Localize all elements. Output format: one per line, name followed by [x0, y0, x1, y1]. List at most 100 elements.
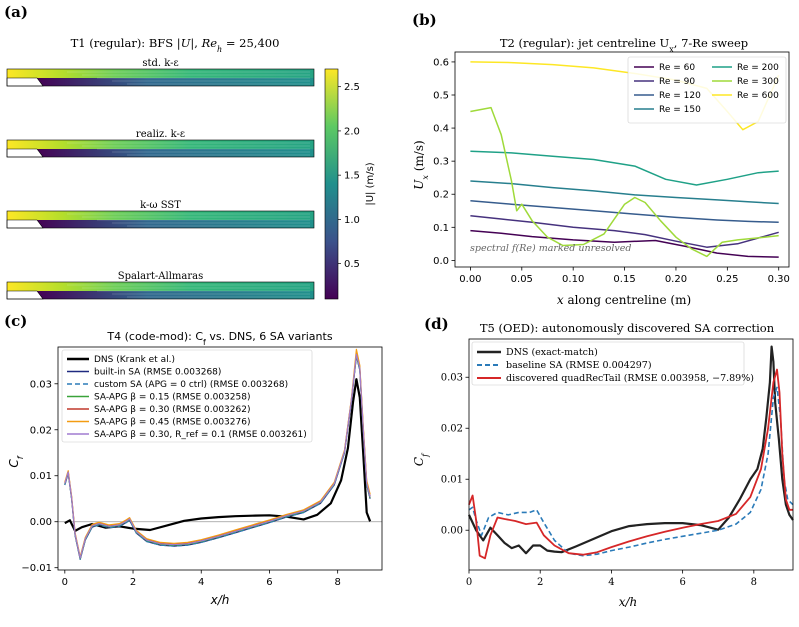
- series-line-1: [468, 386, 794, 557]
- bfs-step: [6, 290, 44, 300]
- panel-c: (c) T4 (code-mod): Cf vs. DNS, 6 SA vari…: [4, 312, 383, 607]
- panel-d-letter: (d): [424, 315, 449, 333]
- xlabel-c: x/h: [210, 593, 230, 607]
- legend-label: Re = 200: [737, 63, 779, 73]
- y-tick-label: 0.2: [433, 190, 449, 201]
- panel-b-title: T2 (regular): jet centreline Ux, 7-Re sw…: [500, 36, 748, 54]
- bfs-inlet-region: [7, 69, 314, 78]
- panel-a-title-Re: Re: [201, 36, 218, 50]
- ylabel-d-C: C: [412, 457, 426, 466]
- ylabel-b-U: U: [412, 179, 426, 190]
- panel-c-title-sub: f: [203, 338, 206, 347]
- panel-d: (d) T5 (OED): autonomously discovered SA…: [412, 315, 794, 609]
- legend-label: discovered quadRecTail (RMSE 0.003958, −…: [506, 373, 754, 384]
- panel-d-title: T5 (OED): autonomously discovered SA cor…: [480, 321, 775, 335]
- series-line-1: [470, 214, 779, 248]
- legend-label: DNS (Krank et al.): [94, 355, 175, 365]
- bfs-step: [6, 77, 44, 87]
- x-tick-label: 6: [266, 577, 272, 588]
- colorbar-ticks: 0.5 1.0 1.5 2.0 2.5: [338, 82, 360, 270]
- bfs-frame: [6, 210, 315, 229]
- panel-a-title-sub: h: [217, 45, 222, 54]
- legend-b: Re = 60 Re = 90 Re = 120 Re = 150 Re = 200 Re…: [627, 56, 787, 124]
- legend-label: Re = 90: [659, 77, 695, 87]
- panel-b-note: spectral f(Re) marked unresolved: [470, 243, 632, 254]
- bfs-wake-region: [37, 291, 314, 299]
- bfs-frame: [6, 68, 315, 87]
- bfs-subplot-title: Spalart-Allmaras: [118, 271, 204, 282]
- legend-label: SA-APG β = 0.15 (RMSE 0.003258): [94, 393, 250, 403]
- bfs-subplot-title: std. k-ε: [142, 58, 178, 69]
- bfs-subplot-title: realiz. k-ε: [136, 129, 185, 140]
- x-tick-label: 0.10: [562, 274, 584, 285]
- x-tick-label: 0: [62, 577, 68, 588]
- y-tick-label: 0.00: [441, 526, 463, 537]
- x-tick-label: 0.20: [665, 274, 687, 285]
- series-line-0: [64, 378, 372, 533]
- series-line-0: [470, 229, 779, 258]
- bfs-inlet-region: [7, 282, 314, 291]
- bfs-inlet-region: [7, 140, 314, 149]
- y-tick-label: −0.01: [21, 563, 52, 574]
- svg-text:Cf: Cf: [7, 455, 25, 467]
- x-tick-label: 6: [679, 577, 685, 588]
- axes-frame: [454, 51, 790, 268]
- panel-b-title-main: T2 (regular): jet centreline U: [500, 36, 670, 50]
- y-tick-label: 0.0: [433, 256, 449, 267]
- colorbar-tick-label: 2.0: [344, 126, 360, 137]
- x-tick-label: 0.05: [511, 274, 533, 285]
- bfs-subplot-0: std. k-ε: [6, 58, 315, 87]
- axes-frame: [468, 338, 794, 571]
- colorbar-tick-label: 2.5: [344, 82, 360, 93]
- y-tick-label: 0.01: [441, 475, 463, 486]
- series-line-5: [470, 106, 779, 258]
- ylabel-b-sub: x: [421, 175, 430, 180]
- x-tick-label: 0.25: [716, 274, 738, 285]
- x-tick-label: 0: [466, 577, 472, 588]
- panel-a-title-U: U: [181, 36, 191, 50]
- panel-b: (b) T2 (regular): jet centreline Ux, 7-R…: [412, 11, 790, 307]
- colorbar-tick-label: 1.0: [344, 215, 360, 226]
- legend-c: DNS (Krank et al.) built-in SA (RMSE 0.00…: [61, 349, 313, 443]
- svg-text:Ux (m/s): Ux (m/s): [412, 140, 430, 189]
- legend-label: baseline SA (RMSE 0.004297): [506, 360, 652, 371]
- ylabel-d: Cf: [412, 452, 430, 466]
- y-tick-label: 0.4: [433, 124, 449, 135]
- ylabel-c: Cf: [7, 455, 25, 467]
- legend-d: DNS (exact-match) baseline SA (RMSE 0.004…: [471, 341, 754, 386]
- ylabel-b-unit: (m/s): [412, 140, 426, 175]
- panel-a-letter: (a): [4, 3, 28, 21]
- panel-c-title: T4 (code-mod): Cf vs. DNS, 6 SA variants: [106, 330, 332, 347]
- panel-c-title-post: vs. DNS, 6 SA variants: [206, 330, 333, 343]
- y-tick-label: 0.6: [433, 57, 449, 68]
- panel-a: (a) T1 (regular): BFS |U|, Reh = 25,400 …: [4, 3, 376, 300]
- xlabel-b-x: x: [557, 293, 564, 307]
- y-tick-label: 0.03: [441, 373, 463, 384]
- series-line-2: [468, 368, 793, 560]
- x-tick-label: 0.00: [459, 274, 481, 285]
- legend-label: Re = 600: [737, 91, 779, 101]
- x-tick-label: 2: [537, 577, 543, 588]
- svg-text:x along centreline (m): x along centreline (m): [557, 293, 691, 307]
- ylabel-d-sub: f: [421, 452, 430, 458]
- y-tick-label: 0.00: [30, 517, 52, 528]
- bfs-step: [6, 148, 44, 158]
- colorbar-tick-label: 0.5: [344, 259, 360, 270]
- x-tick-label: 8: [751, 577, 757, 588]
- axes-frame: [57, 346, 383, 571]
- bfs-frame: [6, 139, 315, 158]
- colorbar-tick-label: 1.5: [344, 171, 360, 182]
- x-tick-label: 4: [198, 577, 204, 588]
- ylabel-b: Ux (m/s): [412, 140, 430, 189]
- colorbar-label: |U| (m/s): [365, 162, 376, 205]
- bfs-step: [6, 219, 44, 229]
- y-tick-label: 0.02: [441, 424, 463, 435]
- y-tick-label: 0.3: [433, 157, 449, 168]
- panel-b-letter: (b): [412, 11, 437, 29]
- panel-a-title: T1 (regular): BFS |U|, Reh = 25,400: [71, 36, 280, 54]
- series-line-3: [470, 180, 779, 205]
- x-tick-label: 0.30: [768, 274, 790, 285]
- y-tick-label: 0.03: [30, 379, 52, 390]
- y-tick-label: 0.01: [30, 471, 52, 482]
